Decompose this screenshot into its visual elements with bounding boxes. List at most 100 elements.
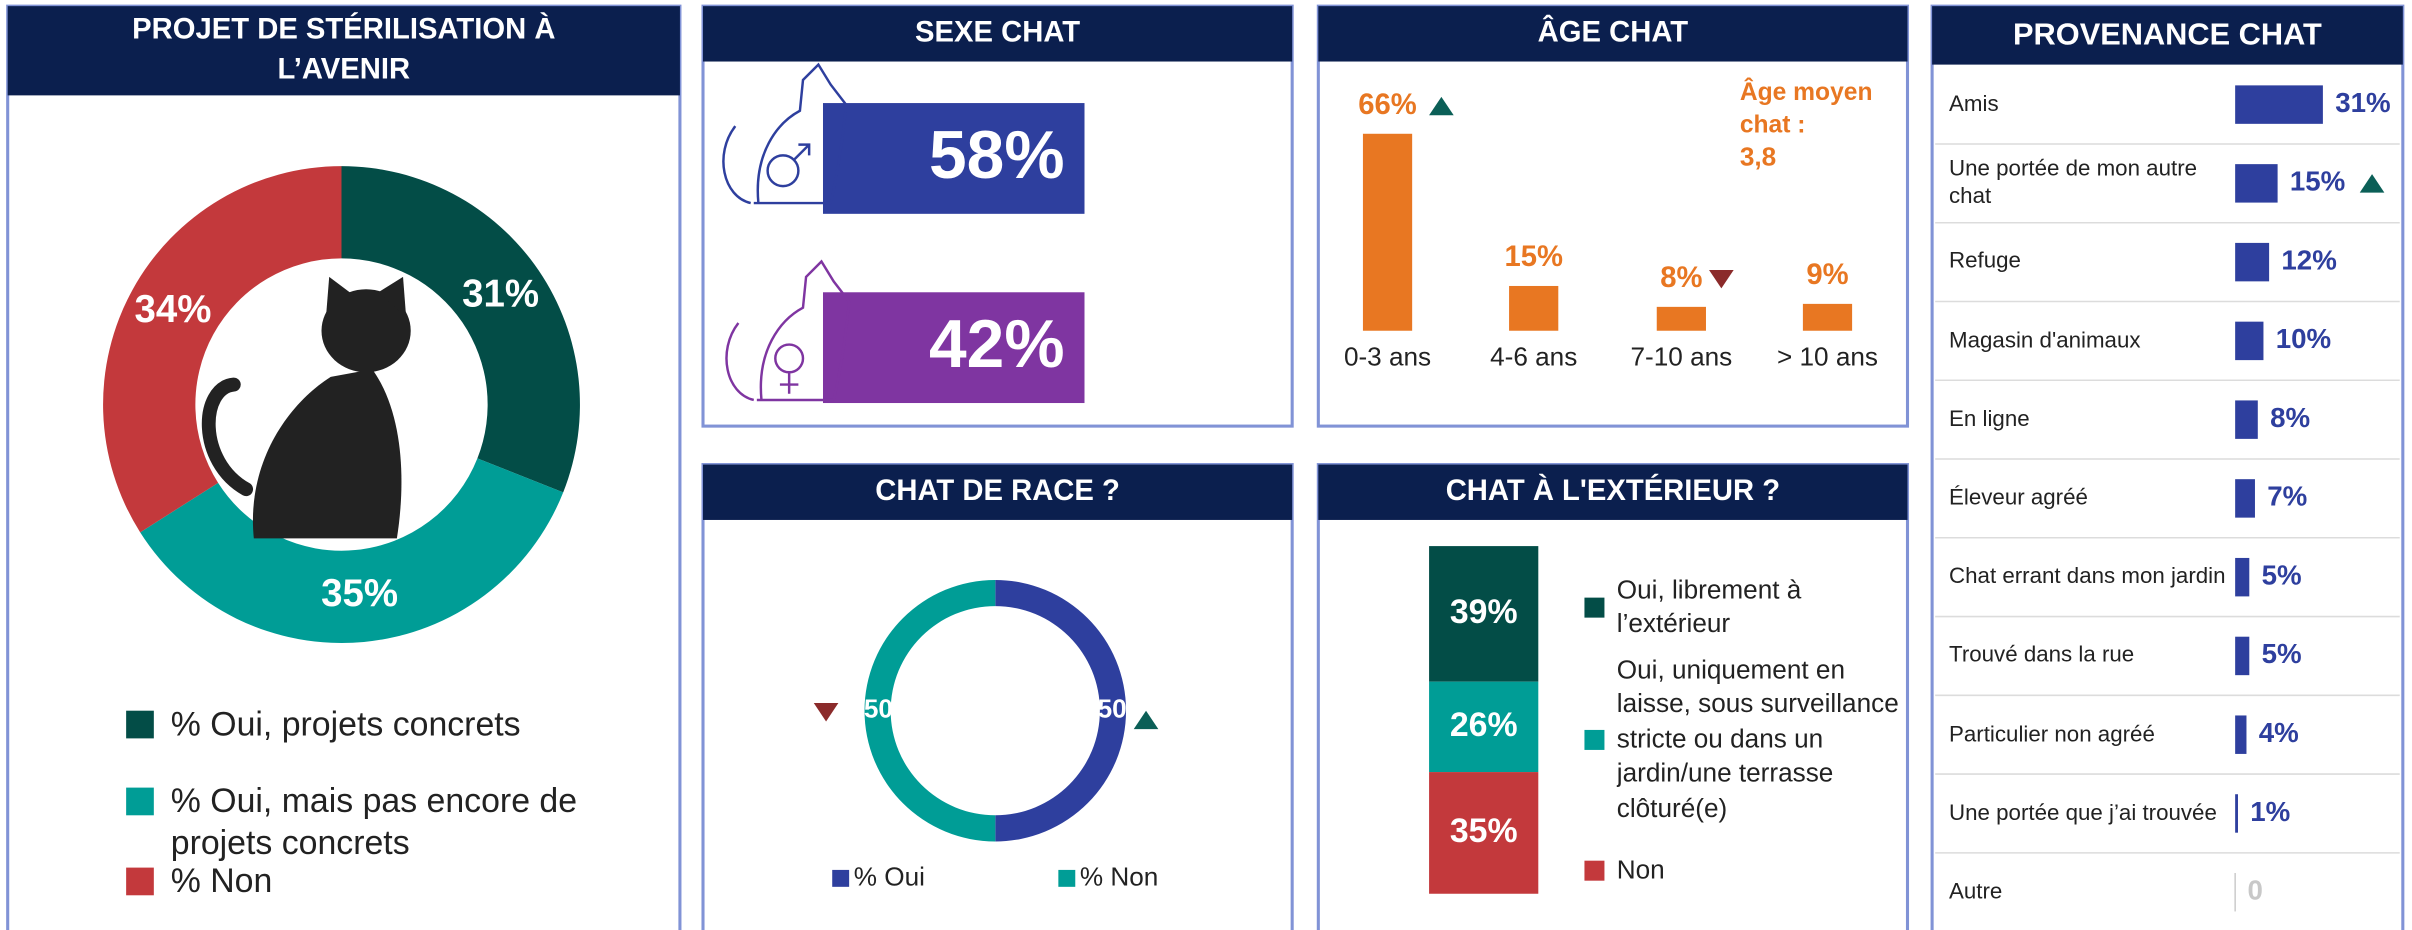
- legend-swatch: [832, 870, 849, 887]
- annotation-box: Âge moyen chat :: [1740, 77, 1909, 142]
- category-label-box: Une portée de mon autre chat: [1949, 146, 2226, 220]
- panel-title-box: ÂGE CHAT: [1318, 6, 1907, 61]
- category-label-box: Amis: [1949, 68, 2226, 142]
- panel-title: CHAT DE RACE ?: [703, 465, 1292, 520]
- data-label: 35%: [321, 572, 398, 615]
- data-label: 26%: [1450, 706, 1518, 744]
- legend-label-box: % Non: [171, 860, 663, 930]
- legend-label: Non: [1617, 778, 1909, 930]
- data-label: 5%: [2262, 559, 2302, 590]
- category-label: Chat errant dans mon jardin: [1949, 540, 2226, 614]
- data-label: 34%: [135, 288, 212, 331]
- page: PROJET DE STÉRILISATION À L’AVENIR SEXE C…: [0, 0, 2412, 930]
- panel-title-box: PROVENANCE CHAT: [1932, 6, 2403, 64]
- panel-title-box: PROJET DE STÉRILISATION À L’AVENIR: [8, 6, 680, 95]
- bar: [2235, 715, 2246, 753]
- panel-title-box: CHAT DE RACE ?: [703, 465, 1292, 520]
- panel-title-box: SEXE CHAT: [703, 6, 1292, 61]
- data-label: 8%: [1660, 262, 1702, 294]
- legend-label-box: Non: [1617, 778, 1909, 930]
- legend-swatch: [1584, 861, 1604, 881]
- legend-label: % Non: [171, 860, 663, 930]
- panel-title: PROVENANCE CHAT: [1932, 6, 2403, 64]
- annotation: Âge moyen chat :: [1740, 77, 1909, 142]
- data-label: 35%: [1450, 812, 1518, 850]
- data-label: 8%: [2270, 402, 2310, 433]
- bar: [1363, 134, 1412, 331]
- panel-title: SEXE CHAT: [703, 6, 1292, 61]
- bar: [2235, 794, 2238, 832]
- data-label: 15%: [1504, 241, 1563, 273]
- data-label: 9%: [1806, 259, 1848, 291]
- category-label-box: Une portée que j’ai trouvée: [1949, 777, 2226, 851]
- bar: [1803, 304, 1852, 331]
- category-label: Amis: [1949, 68, 2226, 142]
- bar: [1657, 307, 1706, 331]
- data-label: 31%: [462, 273, 539, 316]
- data-label: 50: [1098, 694, 1127, 724]
- legend-label: % Oui: [854, 861, 925, 891]
- category-label-box: Particulier non agréé: [1949, 698, 2226, 772]
- category-label: Une portée que j’ai trouvée: [1949, 777, 2226, 851]
- legend-swatch: [1058, 870, 1075, 887]
- data-label: 5%: [2262, 638, 2302, 669]
- category-label: Éleveur agréé: [1949, 461, 2226, 535]
- panel-title-box: CHAT À L'EXTÉRIEUR ?: [1318, 465, 1907, 520]
- data-label: 4%: [2259, 717, 2299, 748]
- category-label-box: Magasin d'animaux: [1949, 304, 2226, 378]
- bar: [2235, 637, 2249, 675]
- panel-title: PROJET DE STÉRILISATION À L’AVENIR: [8, 6, 680, 95]
- data-label: 50: [864, 694, 893, 724]
- category-label: Magasin d'animaux: [1949, 304, 2226, 378]
- category-label: > 10 ans: [1777, 341, 1878, 371]
- category-label: Une portée de mon autre chat: [1949, 146, 2226, 220]
- panel-title: ÂGE CHAT: [1318, 6, 1907, 61]
- legend-swatch: [126, 711, 154, 739]
- bar: [2235, 400, 2258, 438]
- data-label: 7%: [2267, 481, 2307, 512]
- data-label: 12%: [2281, 244, 2336, 275]
- category-label-box: Refuge: [1949, 225, 2226, 299]
- bar: [2235, 164, 2277, 202]
- legend-swatch: [1584, 598, 1604, 618]
- bar: [2235, 85, 2323, 123]
- category-label-box: Éleveur agréé: [1949, 461, 2226, 535]
- category-label: Trouvé dans la rue: [1949, 619, 2226, 693]
- dashboard-content: PROJET DE STÉRILISATION À L’AVENIR SEXE C…: [8, 6, 2403, 930]
- legend-swatch: [126, 868, 154, 896]
- kpi-value: 42%: [929, 307, 1064, 382]
- bar: [2235, 322, 2263, 360]
- data-label: 31%: [2335, 87, 2390, 118]
- data-label: 39%: [1450, 593, 1518, 631]
- category-label: 0-3 ans: [1344, 341, 1431, 371]
- data-label: 66%: [1358, 89, 1417, 121]
- kpi-value: 58%: [929, 118, 1064, 193]
- category-label: Autre: [1949, 855, 2226, 929]
- panel-title: CHAT À L'EXTÉRIEUR ?: [1318, 465, 1907, 520]
- category-label: 7-10 ans: [1630, 341, 1732, 371]
- annotation-value: 3,8: [1740, 141, 1776, 171]
- category-label-box: Trouvé dans la rue: [1949, 619, 2226, 693]
- data-label: 10%: [2276, 323, 2331, 354]
- data-label: 15%: [2290, 166, 2345, 197]
- bar: [2235, 558, 2249, 596]
- bar: [2235, 479, 2255, 517]
- dashboard: PROJET DE STÉRILISATION À L’AVENIR SEXE C…: [0, 0, 2412, 930]
- category-label-box: Autre: [1949, 855, 2226, 929]
- category-label-box: En ligne: [1949, 383, 2226, 457]
- legend-swatch: [126, 788, 154, 816]
- data-label: 0: [2247, 875, 2262, 906]
- category-label: En ligne: [1949, 383, 2226, 457]
- category-label: 4-6 ans: [1490, 341, 1577, 371]
- legend-label: % Oui, mais pas encore de projets concre…: [171, 780, 663, 872]
- legend-swatch: [1584, 730, 1604, 750]
- bar: [1509, 286, 1558, 331]
- panel: [703, 465, 1292, 930]
- data-label: 1%: [2250, 796, 2290, 827]
- legend-label-box: % Oui, mais pas encore de projets concre…: [171, 780, 663, 872]
- category-label: Particulier non agréé: [1949, 698, 2226, 772]
- legend-label: % Non: [1080, 861, 1158, 891]
- bar: [2235, 243, 2269, 281]
- category-label: Refuge: [1949, 225, 2226, 299]
- category-label-box: Chat errant dans mon jardin: [1949, 540, 2226, 614]
